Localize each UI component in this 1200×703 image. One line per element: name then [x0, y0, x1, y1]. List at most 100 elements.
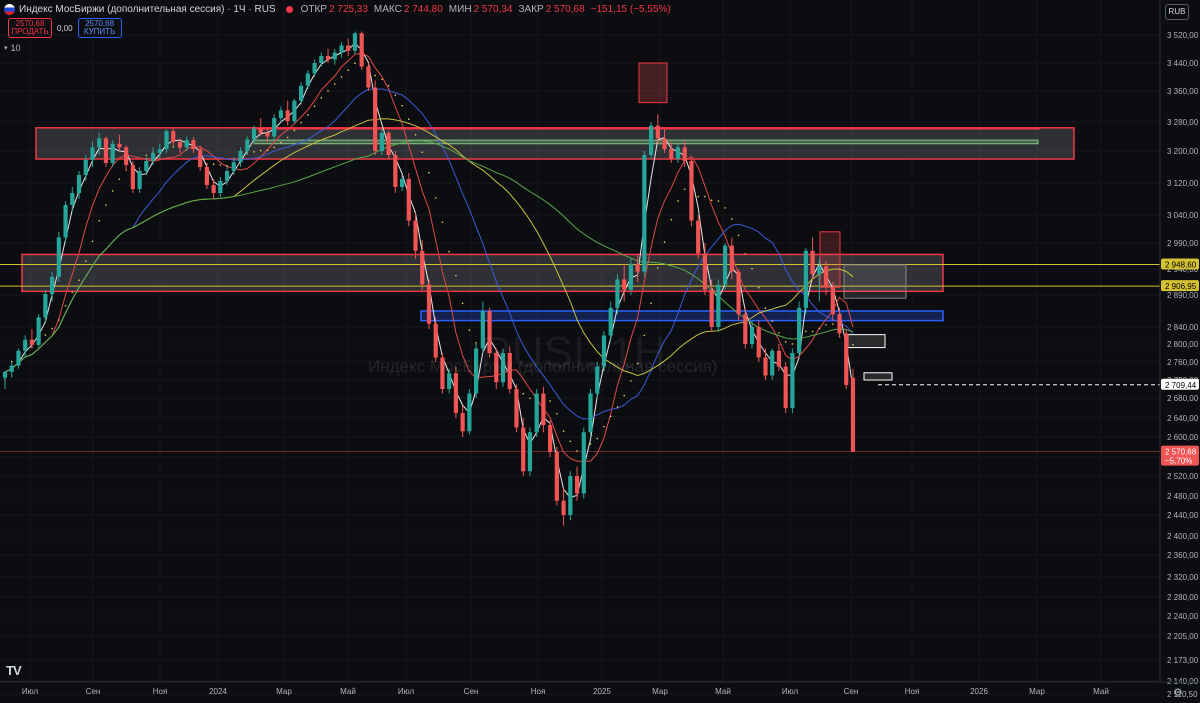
price-tick-label: 2 760,00: [1167, 358, 1199, 367]
parabolic-sar-dot: [273, 146, 276, 149]
price-label-badge: [1161, 280, 1199, 292]
parabolic-sar-dot: [724, 207, 726, 209]
chevron-down-icon: ▾: [4, 45, 8, 52]
candle-body: [467, 393, 472, 432]
parabolic-sar-dot: [374, 74, 376, 77]
parabolic-sar-dot: [408, 118, 410, 120]
candle-body: [83, 159, 88, 175]
candle-body: [184, 140, 189, 148]
parabolic-sar-dot: [10, 360, 13, 363]
price-tick-label: 2 480,00: [1167, 492, 1199, 501]
target-box: [863, 372, 893, 381]
candle-body: [124, 147, 129, 165]
parabolic-sar-dot: [529, 397, 531, 400]
parabolic-sar-dot: [253, 151, 255, 153]
green-level-band: [253, 139, 1039, 145]
support-band: [420, 310, 944, 322]
candle-body: [150, 153, 156, 161]
price-tick-label: 2 640,00: [1167, 414, 1199, 423]
price-tick-label: 2 280,00: [1167, 593, 1199, 602]
price-label-value: 2 906,95: [1165, 282, 1197, 291]
parabolic-sar-dot: [428, 171, 430, 174]
price-tick-label: 2 840,00: [1167, 323, 1199, 332]
currency-button[interactable]: RUB: [1165, 4, 1189, 20]
candle-body: [729, 245, 734, 272]
candle-body: [413, 220, 418, 251]
candle-body: [797, 307, 802, 353]
sell-button[interactable]: 2570,68 ПРОДАТЬ: [8, 18, 52, 38]
candle-body: [534, 393, 539, 433]
candle-body: [305, 73, 310, 86]
buy-button[interactable]: 2570,68 КУПИТЬ: [77, 18, 122, 38]
tradingview-logo-icon[interactable]: TV: [6, 663, 22, 678]
price-tick-label: 2 520,00: [1167, 472, 1199, 481]
parabolic-sar-dot: [381, 78, 383, 81]
price-tick-label: 2 205,00: [1167, 632, 1199, 641]
parabolic-sar-dot: [562, 430, 565, 432]
candle-body: [299, 85, 304, 101]
candle-body: [736, 271, 741, 315]
candle-body: [830, 287, 835, 315]
parabolic-sar-dot: [704, 195, 706, 198]
candle-body: [218, 181, 223, 193]
parabolic-sar-dot: [784, 341, 787, 343]
candle-body: [272, 118, 277, 137]
candle-body: [251, 128, 257, 140]
candle-body: [790, 353, 795, 408]
candle-body: [245, 139, 250, 151]
parabolic-sar-dot: [609, 415, 612, 418]
parabolic-sar-dot: [710, 199, 713, 201]
candle-body: [386, 132, 391, 155]
price-tick-label: 3 360,00: [1167, 87, 1199, 96]
time-tick-label: 2025: [593, 687, 611, 696]
candle-body: [339, 45, 344, 53]
price-label-badge: [1161, 445, 1199, 466]
candle-body: [144, 161, 149, 171]
open-value: 2 725,33: [328, 3, 368, 15]
parabolic-sar-dot: [441, 221, 444, 223]
time-axis[interactable]: Июл Сен Ноя 2024 Мар Май Июл Сен Ноя 2025 Мар Май Ию…: [0, 681, 1200, 696]
candles: [2, 31, 856, 526]
parabolic-sar-dot: [818, 327, 821, 330]
candle-body: [783, 366, 788, 408]
candle-body: [622, 279, 627, 290]
candle-body: [803, 250, 808, 308]
price-tick-label: 2 110,50: [1167, 690, 1198, 699]
candle-body: [191, 140, 196, 150]
parabolic-sar-dot: [825, 323, 827, 326]
candle-body: [521, 427, 526, 472]
candle-body: [487, 311, 492, 353]
time-tick-label: Май: [340, 687, 356, 696]
time-tick-label: Сен: [464, 687, 479, 696]
candle-body: [157, 149, 162, 153]
parabolic-sar-dot: [805, 330, 807, 333]
candle-body: [440, 357, 445, 389]
parabolic-sar-dot: [811, 330, 814, 333]
candle-body: [285, 110, 290, 122]
price-label-value: 2 709,44: [1165, 381, 1197, 390]
price-tick-label: 2 680,00: [1167, 394, 1199, 403]
settings-gear-icon[interactable]: ⚙: [1173, 687, 1183, 699]
candle-body: [406, 179, 411, 221]
candle-body: [43, 293, 48, 318]
candle-body: [844, 333, 849, 385]
candle-body: [379, 132, 384, 151]
candle-body: [561, 500, 566, 515]
candle-body: [682, 147, 687, 161]
time-tick-label: Мар: [276, 687, 292, 696]
parabolic-sar-dot: [852, 344, 854, 346]
candle-body: [117, 143, 122, 148]
volume-indicator[interactable]: ▾ 10: [4, 43, 21, 53]
parabolic-sar-dot: [313, 105, 316, 108]
candle-body: [574, 476, 580, 494]
close-value: 2 570,68: [545, 3, 585, 15]
parabolic-sar-dot: [91, 240, 94, 243]
candle-body: [648, 125, 654, 155]
candle-body: [359, 33, 364, 67]
parabolic-sar-dot: [744, 253, 747, 255]
parabolic-sar-dot: [556, 412, 558, 415]
candle-body: [332, 52, 337, 60]
candle-body: [581, 432, 586, 494]
symbol-title[interactable]: Индекс МосБиржи (дополнительная сессия) …: [19, 3, 276, 15]
